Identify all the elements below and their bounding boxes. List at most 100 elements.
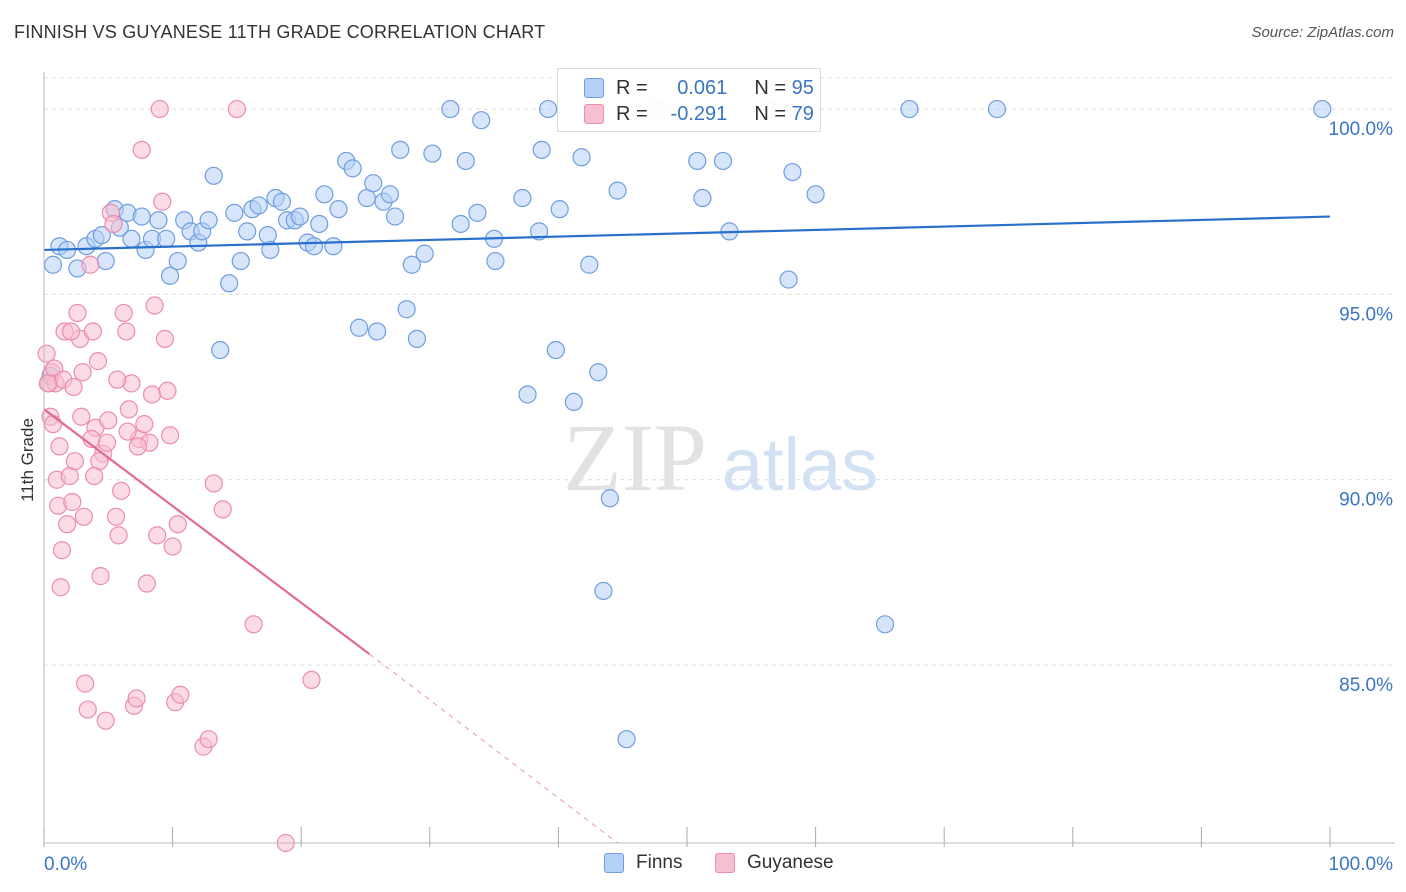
finns-point [779, 270, 798, 289]
finns-point [451, 214, 470, 234]
guyanese-r-label: R = [616, 102, 648, 125]
finns-point [532, 140, 551, 159]
guyanese-point [97, 433, 117, 452]
finns-point [225, 203, 244, 222]
guyanese-point [104, 214, 123, 234]
guyanese-point [168, 515, 187, 534]
finns-point [472, 111, 491, 130]
guyanese-point [302, 670, 321, 690]
guyanese-point [88, 352, 108, 371]
guyanese-point [244, 615, 263, 634]
guyanese-point [43, 415, 63, 434]
finns-point [220, 274, 239, 293]
guyanese-point [118, 422, 137, 441]
finns-point [783, 162, 802, 182]
finns-point [290, 207, 310, 226]
finns-point [168, 251, 187, 271]
series-legend: Finns Guyanese [0, 852, 1406, 876]
finns-point [349, 318, 369, 337]
finns-point [329, 200, 348, 219]
source-label: Source: ZipAtlas.com [1251, 24, 1394, 41]
finns-point [157, 229, 176, 248]
guyanese-point [78, 700, 97, 719]
finns-point [380, 185, 400, 204]
guyanese-point [160, 426, 180, 445]
finns-point [324, 237, 343, 256]
guyanese-point [96, 711, 115, 730]
axis-layer: 11th Grade 0.0% 100.0% 85.0% 90.0% 95.0% 10… [18, 72, 1395, 875]
guyanese-point [63, 492, 82, 512]
guyanese-stats: R = -0.291 N = 79 [616, 103, 816, 126]
finns-point [518, 385, 537, 404]
finns-point [199, 211, 218, 230]
finns-point [608, 181, 627, 200]
finns-point [122, 229, 141, 248]
guyanese-point [227, 99, 246, 119]
guyanese-point [142, 385, 162, 404]
finns-point [343, 159, 362, 178]
finns-point [546, 340, 565, 360]
finns-legend-swatch [604, 853, 624, 873]
finns-point [486, 251, 505, 271]
chart-title: FINNISH VS GUYANESE 11TH GRADE CORRELATI… [14, 22, 546, 42]
guyanese-point [127, 689, 146, 708]
finns-point [391, 140, 410, 159]
finns-point [530, 222, 549, 241]
finns-legend-label: Finns [636, 852, 683, 873]
guyanese-point [135, 415, 154, 434]
x-tick-label-max: 100.0% [1329, 854, 1394, 875]
guyanese-point [99, 411, 118, 430]
finns-point [315, 185, 334, 204]
guyanese-point [155, 329, 174, 348]
finns-point [688, 151, 707, 171]
guyanese-point [74, 507, 93, 526]
finns-point [539, 99, 558, 119]
finns-point [617, 730, 636, 749]
finns-point [258, 225, 277, 245]
y-tick-label: 100.0% [1329, 119, 1394, 140]
guyanese-point [81, 255, 100, 274]
watermark-zip: ZIP [563, 404, 707, 511]
finns-point [402, 255, 421, 274]
finns-point [96, 251, 115, 271]
finns-point [261, 240, 280, 260]
guyanese-point [85, 466, 104, 486]
correlation-legend: R = 0.061 N = 95 R = -0.291 N = 79 [557, 68, 821, 132]
finns-point [900, 99, 919, 119]
guyanese-point [72, 407, 91, 426]
guyanese-swatch [584, 104, 604, 124]
guyanese-point [50, 437, 69, 456]
finns-point [92, 225, 111, 245]
guyanese-point [163, 537, 182, 556]
guyanese-point [109, 526, 128, 545]
finns-point [513, 188, 532, 208]
guyanese-point [132, 140, 151, 159]
guyanese-point [61, 322, 81, 341]
points-layer [37, 99, 1332, 853]
finns-point [600, 489, 619, 508]
guyanese-point [199, 730, 218, 749]
legend-item-finns[interactable]: Finns [604, 852, 682, 874]
finns-swatch [584, 78, 604, 98]
finns-n-value: 95 [791, 76, 814, 99]
guyanese-point [65, 452, 84, 471]
y-tick-label: 85.0% [1339, 675, 1393, 696]
finns-point [1313, 99, 1332, 119]
finns-point [456, 151, 475, 171]
guyanese-point [128, 437, 147, 456]
watermark-atlas: atlas [722, 423, 878, 506]
legend-item-guyanese[interactable]: Guyanese [715, 852, 834, 874]
guyanese-point [58, 515, 77, 534]
finns-point [397, 300, 416, 319]
finns-point [713, 151, 733, 171]
finns-point [272, 192, 292, 211]
watermark: ZIP atlas [563, 404, 878, 511]
finns-point [238, 222, 257, 241]
finns-point [310, 214, 329, 234]
guyanese-point [112, 481, 131, 500]
finns-r-value: 0.061 [677, 76, 728, 99]
guyanese-point [137, 574, 156, 593]
finns-point [468, 203, 487, 222]
finns-point [441, 99, 460, 119]
